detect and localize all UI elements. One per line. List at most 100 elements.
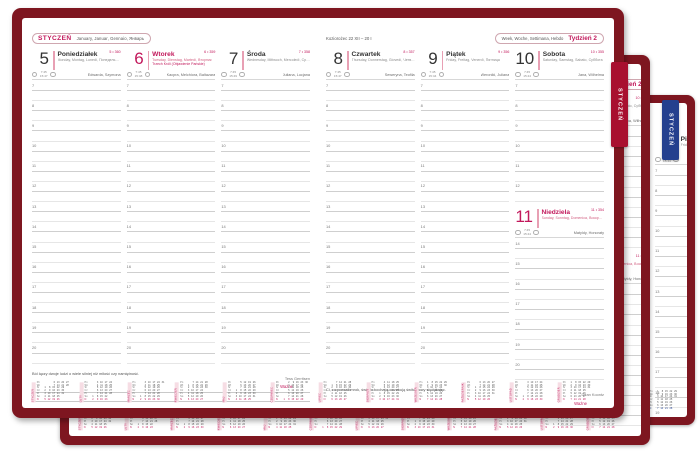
hour-row[interactable]: 13: [32, 202, 121, 213]
half-hour-row[interactable]: [655, 237, 687, 247]
half-hour-row[interactable]: [515, 370, 605, 381]
half-hour-row[interactable]: [655, 338, 687, 348]
hour-row[interactable]: 9: [221, 121, 311, 132]
half-hour-row[interactable]: [32, 172, 121, 182]
hour-row[interactable]: 7: [221, 81, 311, 92]
hour-row[interactable]: 20: [32, 343, 121, 354]
hour-row[interactable]: 8: [32, 101, 121, 112]
half-hour-row[interactable]: [655, 358, 687, 368]
hour-row[interactable]: 9: [126, 121, 216, 132]
half-hour-row[interactable]: [420, 313, 510, 324]
half-hour-row[interactable]: [126, 111, 216, 122]
hour-row[interactable]: 14: [655, 307, 687, 318]
hour-row[interactable]: 10: [32, 142, 121, 152]
half-hour-row[interactable]: [126, 91, 216, 102]
half-hour-row[interactable]: [126, 273, 216, 283]
important-section-left[interactable]: Ważne: [32, 384, 310, 402]
hour-row[interactable]: 11: [326, 162, 415, 172]
hour-row[interactable]: 7: [420, 81, 510, 92]
half-hour-row[interactable]: [32, 192, 121, 203]
half-hour-row[interactable]: [221, 192, 311, 203]
half-hour-row[interactable]: [126, 333, 216, 344]
important-section-right[interactable]: Ważne: [326, 400, 604, 408]
hour-row[interactable]: 19: [515, 340, 605, 351]
hour-row[interactable]: 10: [221, 142, 311, 152]
half-hour-row[interactable]: [655, 277, 687, 288]
hour-row[interactable]: 14: [420, 222, 510, 233]
hour-row[interactable]: 20: [326, 343, 415, 354]
hour-row[interactable]: 20: [420, 343, 510, 354]
half-hour-row[interactable]: [326, 273, 415, 283]
half-hour-row[interactable]: [32, 313, 121, 324]
hour-row[interactable]: 7: [126, 81, 216, 92]
hour-row[interactable]: 20: [515, 360, 605, 371]
half-hour-row[interactable]: [326, 354, 415, 364]
half-hour-row[interactable]: [221, 111, 311, 122]
hour-row[interactable]: 17: [420, 283, 510, 293]
month-tab-january-back[interactable]: STYCZEŃ: [662, 100, 679, 160]
half-hour-row[interactable]: [655, 378, 687, 389]
hour-row[interactable]: 16: [515, 280, 605, 290]
hour-row[interactable]: 19: [420, 323, 510, 334]
half-hour-row[interactable]: [32, 354, 121, 364]
hour-row[interactable]: 7: [32, 81, 121, 92]
half-hour-row[interactable]: [655, 317, 687, 328]
hour-row[interactable]: 11: [515, 162, 605, 172]
half-hour-row[interactable]: [420, 333, 510, 344]
half-hour-row[interactable]: [420, 212, 510, 223]
half-hour-row[interactable]: [515, 269, 605, 280]
half-hour-row[interactable]: [221, 313, 311, 324]
hour-row[interactable]: 8: [420, 101, 510, 112]
hour-row[interactable]: 17: [326, 283, 415, 293]
hour-row[interactable]: 16: [420, 263, 510, 273]
hour-row[interactable]: 19: [326, 323, 415, 334]
half-hour-row[interactable]: [126, 152, 216, 162]
half-hour-row[interactable]: [420, 273, 510, 283]
hour-row[interactable]: 8: [515, 101, 605, 112]
half-hour-row[interactable]: [420, 91, 510, 102]
half-hour-row[interactable]: [560, 416, 641, 427]
hour-row[interactable]: 12: [655, 267, 687, 278]
hour-row[interactable]: 15: [221, 243, 311, 253]
half-hour-row[interactable]: [515, 310, 605, 320]
hour-row[interactable]: 10: [515, 142, 605, 152]
planner-book-front[interactable]: STYCZEŃ January, Januar, Gennaio, Январь…: [12, 8, 624, 418]
half-hour-row[interactable]: [326, 293, 415, 304]
hour-row[interactable]: 17: [126, 283, 216, 293]
hour-row[interactable]: 11: [32, 162, 121, 172]
half-hour-row[interactable]: [420, 293, 510, 304]
hour-row[interactable]: 9: [515, 121, 605, 132]
half-hour-row[interactable]: [126, 253, 216, 263]
hour-row[interactable]: 12: [420, 182, 510, 193]
half-hour-row[interactable]: [515, 111, 605, 122]
hour-row[interactable]: 18: [420, 303, 510, 314]
half-hour-row[interactable]: [420, 253, 510, 263]
half-hour-row[interactable]: [515, 152, 605, 162]
hour-row[interactable]: 20: [221, 343, 311, 354]
hour-row[interactable]: 15: [655, 328, 687, 338]
half-hour-row[interactable]: [221, 91, 311, 102]
half-hour-row[interactable]: [326, 232, 415, 243]
half-hour-row[interactable]: [32, 232, 121, 243]
half-hour-row[interactable]: [221, 152, 311, 162]
half-hour-row[interactable]: [515, 192, 605, 203]
hour-row[interactable]: 10: [420, 142, 510, 152]
hour-row[interactable]: 17: [32, 283, 121, 293]
half-hour-row[interactable]: [655, 196, 687, 207]
half-hour-row[interactable]: [126, 172, 216, 182]
hour-row[interactable]: 15: [32, 243, 121, 253]
hour-row[interactable]: 15: [420, 243, 510, 253]
important-line[interactable]: Ważne: [326, 400, 604, 408]
half-hour-row[interactable]: [326, 333, 415, 344]
hour-row[interactable]: 20: [126, 343, 216, 354]
half-hour-row[interactable]: [221, 232, 311, 243]
half-hour-row[interactable]: [221, 273, 311, 283]
half-hour-row[interactable]: [221, 354, 311, 364]
hour-row[interactable]: 9: [326, 121, 415, 132]
